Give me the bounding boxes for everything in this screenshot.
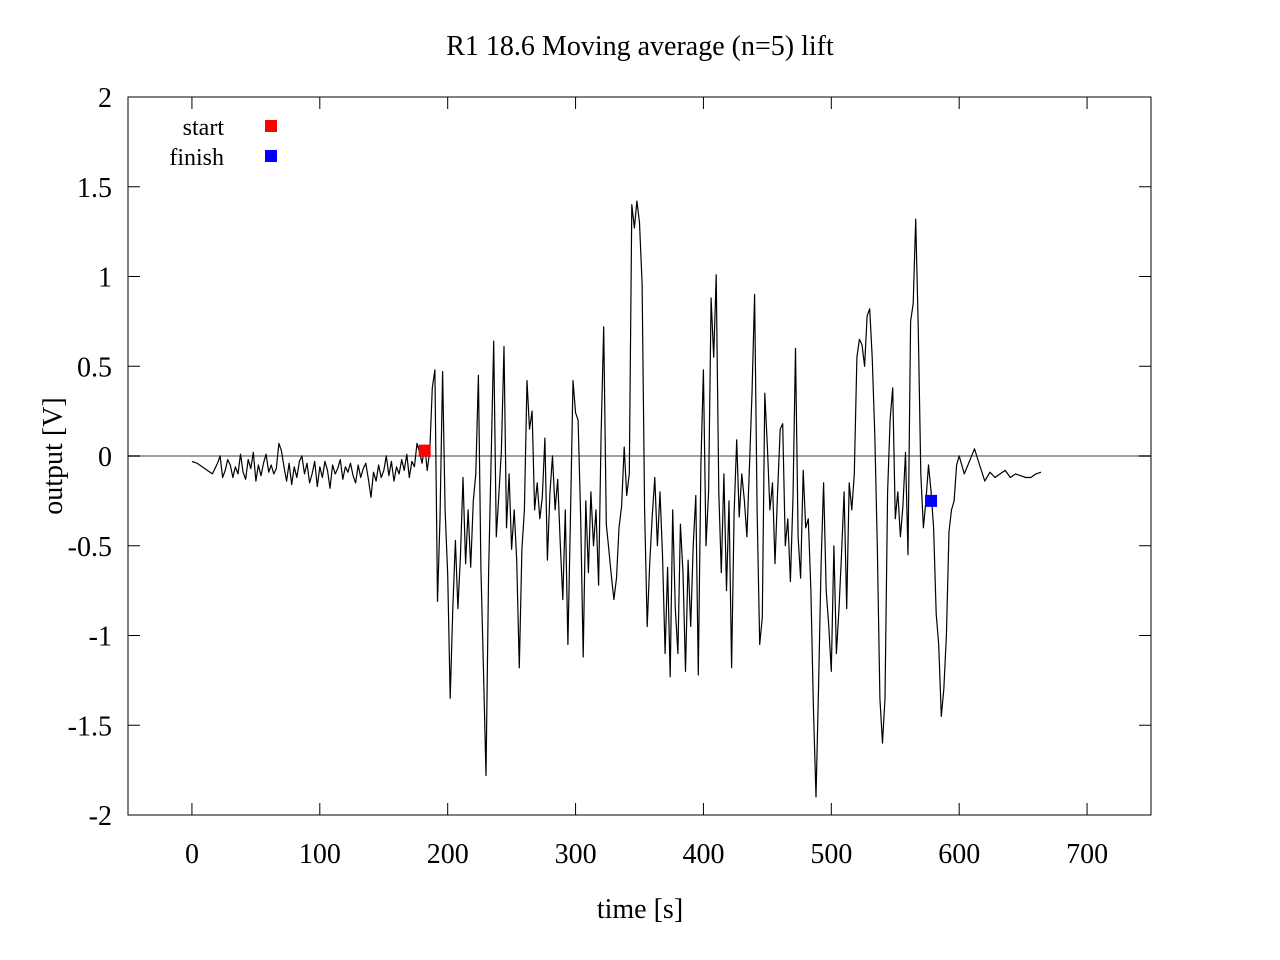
x-tick-label: 400 (682, 839, 724, 870)
x-tick-label: 0 (185, 839, 199, 870)
finish-marker (925, 494, 938, 507)
legend-swatch-finish (265, 150, 277, 162)
y-tick-label: -2 (89, 801, 112, 832)
x-tick-label: 200 (427, 839, 469, 870)
tick-layer: 0 100 200 300 400 500 600 700 -2 -1.5 -1 -0.5 0 0.5 1 1… (68, 83, 1151, 870)
x-tick-label: 600 (938, 839, 980, 870)
x-tick-label: 500 (810, 839, 852, 870)
y-tick-label: -0.5 (68, 532, 112, 563)
x-axis-label: time [s] (597, 894, 683, 925)
marker-layer (418, 444, 938, 507)
y-tick-label: 0 (98, 442, 112, 473)
start-marker (418, 444, 431, 457)
legend-label-start: start (183, 115, 225, 141)
chart-title: R1 18.6 Moving average (n=5) lift (446, 31, 834, 62)
x-tick-label: 700 (1066, 839, 1108, 870)
y-tick-label: -1 (89, 622, 112, 653)
y-tick-label: 2 (98, 83, 112, 114)
legend-swatch-start (265, 120, 277, 132)
legend-label-finish: finish (169, 145, 224, 171)
series-line-lift (191, 200, 1042, 798)
y-tick-label: -1.5 (68, 711, 112, 742)
y-tick-label: 0.5 (77, 352, 112, 383)
y-tick-label: 1.5 (77, 173, 112, 204)
legend: start finish (169, 115, 277, 171)
series-layer (191, 200, 1042, 798)
x-tick-label: 300 (555, 839, 597, 870)
y-axis-label: output [V] (38, 397, 69, 514)
y-tick-label: 1 (98, 263, 112, 294)
x-tick-label: 100 (299, 839, 341, 870)
